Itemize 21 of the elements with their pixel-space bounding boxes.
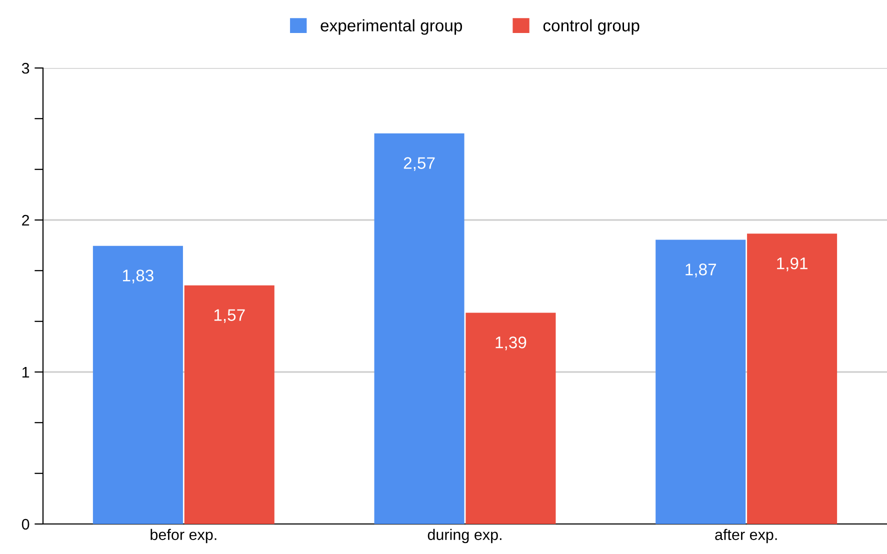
bar bbox=[374, 133, 464, 524]
bar bbox=[466, 312, 556, 524]
y-tick-label: 2 bbox=[22, 214, 30, 226]
bar bbox=[184, 285, 274, 524]
y-tick-label: 1 bbox=[22, 367, 30, 378]
data-label: 1,83 bbox=[123, 270, 154, 284]
data-label: 1,91 bbox=[777, 257, 808, 272]
data-label: 1,87 bbox=[686, 264, 716, 278]
bar bbox=[747, 234, 838, 524]
legend-label: experimental group bbox=[320, 19, 462, 35]
data-label: 1,57 bbox=[214, 309, 245, 323]
y-tick-label: 0 bbox=[22, 518, 30, 530]
data-label: 1,39 bbox=[496, 336, 526, 350]
data-label: 2,57 bbox=[404, 157, 435, 171]
y-tick-label: 3 bbox=[22, 62, 30, 74]
x-tick-label: after exp. bbox=[715, 528, 777, 544]
x-tick-label: befor exp. bbox=[150, 528, 216, 544]
bar bbox=[92, 246, 183, 524]
bar bbox=[656, 240, 746, 524]
x-tick-label: during exp. bbox=[428, 528, 502, 544]
legend-label: control group bbox=[543, 19, 640, 35]
